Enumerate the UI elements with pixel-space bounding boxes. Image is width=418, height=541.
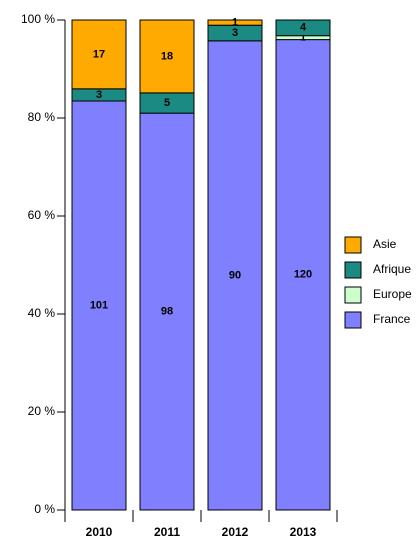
- legend-swatch: [344, 311, 362, 329]
- x-tick-label: 2011: [154, 525, 180, 539]
- value-label: 18: [161, 50, 173, 62]
- legend-label: Europe: [373, 287, 412, 301]
- value-label: 4: [300, 22, 307, 34]
- y-tick-label: 80 %: [28, 110, 56, 124]
- legend-label: Afrique: [373, 262, 411, 276]
- value-label: 98: [161, 305, 173, 317]
- x-tick-label: 2013: [290, 525, 317, 539]
- bar-segment: [71, 19, 127, 90]
- legend-swatch: [344, 261, 362, 279]
- x-tick-label: 2010: [86, 525, 113, 539]
- value-label: 1: [232, 17, 238, 29]
- legend-label: Asie: [373, 237, 397, 251]
- bar-segment: [139, 112, 195, 511]
- y-tick-label: 40 %: [28, 306, 56, 320]
- value-label: 120: [294, 269, 312, 281]
- y-tick-label: 60 %: [28, 208, 56, 222]
- value-label: 1: [300, 32, 306, 44]
- legend-swatch: [344, 286, 362, 304]
- bar-segment: [275, 39, 331, 511]
- y-tick-label: 0 %: [34, 502, 55, 516]
- value-label: 101: [90, 299, 108, 311]
- bar-segment: [139, 19, 195, 94]
- legend-swatch: [344, 236, 362, 254]
- bar-segment: [275, 19, 331, 37]
- y-tick-label: 100 %: [21, 12, 55, 26]
- value-label: 5: [164, 97, 170, 109]
- bar-segment: [207, 19, 263, 26]
- value-label: 90: [229, 269, 241, 281]
- x-tick-label: 2012: [222, 525, 249, 539]
- bar-segment: [71, 100, 127, 511]
- value-label: 3: [232, 27, 238, 39]
- y-tick-label: 20 %: [28, 404, 56, 418]
- value-label: 3: [96, 89, 102, 101]
- value-label: 17: [93, 48, 105, 60]
- legend-label: France: [373, 312, 411, 326]
- bar-segment: [207, 40, 263, 511]
